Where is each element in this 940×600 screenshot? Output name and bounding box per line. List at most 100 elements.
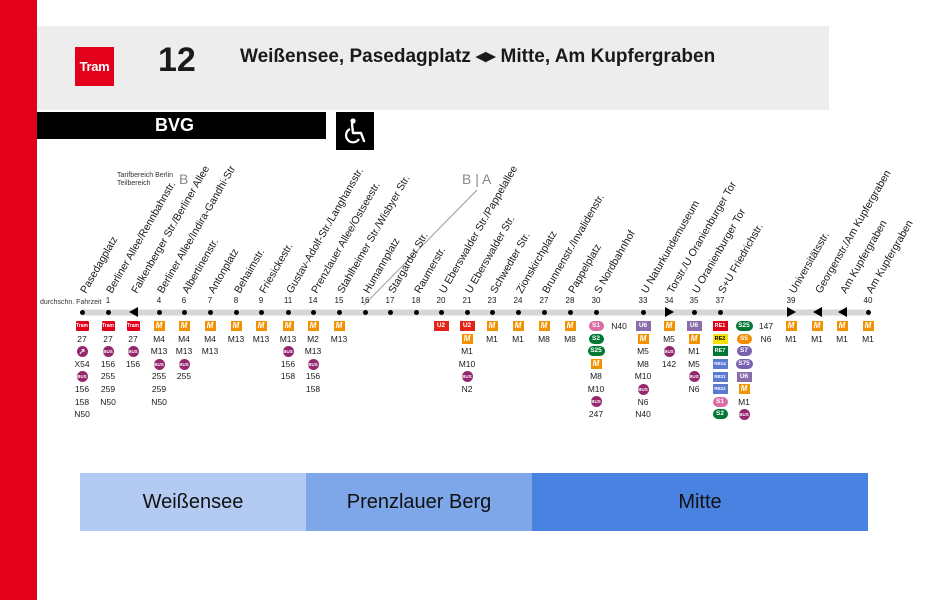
travel-time-label: durchschn. Fahrzeit [40, 299, 102, 306]
connection-badge-icon: M [255, 320, 267, 333]
connection-line: M8 [564, 333, 576, 344]
stop-travel-time: 1 [105, 296, 111, 305]
connection-badge-icon: M [333, 320, 345, 333]
stop-travel-time: 30 [591, 296, 601, 305]
connection-line: N50 [100, 396, 116, 407]
line-badge-u6: U6 [635, 321, 651, 332]
connection-badge-icon: M [637, 333, 649, 346]
stop-dot [387, 310, 393, 315]
connection-line: M13 [330, 333, 348, 344]
brand-stripe [0, 0, 37, 600]
stop-connections: M M13 [247, 320, 275, 345]
stop-travel-time: 33 [638, 296, 648, 305]
line-badge-m: M [333, 321, 345, 332]
connection-badge-icon: BUS [282, 345, 294, 358]
connection-line: M4 [178, 333, 190, 344]
line-badge-m: M [512, 321, 524, 332]
connection-badge-icon: M [590, 358, 602, 371]
connection-badge-icon: BUS [102, 345, 114, 358]
connection-line: M4 [153, 333, 165, 344]
stop-travel-time: 40 [863, 296, 873, 305]
stop-travel-time: 27 [539, 296, 549, 305]
connection-badge-icon: M [811, 320, 823, 333]
connection-line: M13 [175, 346, 193, 357]
line-badge-bus: BUS [178, 358, 190, 370]
connection-badge-icon: U2 [459, 320, 475, 333]
connection-line: 156 [100, 358, 116, 369]
line-badge-m: M [811, 321, 823, 332]
connection-line: M8 [590, 371, 602, 382]
connection-line: 259 [151, 383, 167, 394]
connection-line: M13 [279, 333, 297, 344]
stop-connections: M M13 [325, 320, 353, 345]
stop-connections: M M8 [530, 320, 558, 345]
stop-dot [541, 310, 547, 315]
stop-connections: M M4 M13 [196, 320, 224, 358]
tarif-label: Tarifbereich Berlin Teilbereich [117, 172, 174, 187]
connection-line: M5 [663, 333, 675, 344]
stop-travel-time: 16 [360, 296, 370, 305]
stop-connections: 147 N6 [752, 320, 780, 345]
connection-badge-icon: M [836, 320, 848, 333]
connection-line: N40 [635, 409, 651, 420]
connection-badge-icon: Tram [75, 320, 89, 333]
line-badge-bus: BUS [637, 383, 649, 395]
connection-badge-icon: RE1 [712, 320, 728, 333]
connection-line: 156 [74, 383, 90, 394]
line-badge-s7: S7 [736, 346, 752, 357]
connection-line: 27 [128, 333, 138, 344]
stop-connections: M M1 [828, 320, 856, 345]
stop-name: S Nordbahnhof [592, 228, 638, 296]
connection-badge-icon: U2 [433, 320, 449, 333]
stop-connections: M M2 M13 BUS 156 158 [299, 320, 327, 396]
direction-left-icon [812, 307, 822, 317]
connection-badge-icon: BUS [76, 370, 88, 383]
connection-line: 255 [100, 371, 116, 382]
connection-badge-icon: BUS [637, 383, 649, 396]
connection-line: 158 [74, 396, 90, 407]
connection-badge-icon: S25 [735, 320, 753, 333]
line-badge-m: M [255, 321, 267, 332]
connection-badge-icon: M [486, 320, 498, 333]
connection-line: M13 [227, 333, 245, 344]
stop-dot [181, 310, 187, 315]
stop-dot [156, 310, 162, 315]
connection-line: 156 [125, 358, 141, 369]
connection-line: N50 [74, 409, 90, 420]
connection-badge-icon: S2 [588, 333, 604, 346]
line-badge-m: M [282, 321, 294, 332]
connection-line: 247 [588, 409, 604, 420]
connection-line: M1 [811, 333, 823, 344]
connection-line: M1 [836, 333, 848, 344]
line-badge-u2: U2 [433, 321, 449, 332]
connection-line: X54 [74, 358, 90, 369]
stop-connections: S1 S2 S25 M M8 M10 BUS 247 [582, 320, 610, 421]
stop-travel-time: 28 [565, 296, 575, 305]
line-badge-s25: S25 [735, 321, 753, 332]
connection-line: M4 [204, 333, 216, 344]
route-title: Weißensee, Pasedagplatz ◂▸ Mitte, Am Kup… [240, 46, 716, 67]
connection-badge-icon: U6 [686, 320, 702, 333]
stop-connections: S25 S5 S7 S75 U6 M M1 BUS [730, 320, 758, 421]
line-badge-u6: U6 [686, 321, 702, 332]
stop-dot [207, 310, 213, 315]
connection-badge-icon: M [153, 320, 165, 333]
connection-line: 27 [103, 333, 113, 344]
line-badge-rb22: RB22 [712, 384, 728, 395]
connection-badge-icon: Tram [126, 320, 140, 333]
line-badge-m: M [590, 359, 602, 370]
connection-badge-icon: BUS [738, 408, 750, 421]
connection-badge-icon: Tram [101, 320, 115, 333]
connection-badge-icon: M [204, 320, 216, 333]
line-badge-bus: BUS [153, 358, 165, 370]
connection-badge-icon: M [663, 320, 675, 333]
line-badge-m: M [486, 321, 498, 332]
direction-left-icon [837, 307, 847, 317]
wheelchair-icon [336, 112, 374, 150]
connection-line: N6 [637, 396, 649, 407]
stop-connections: M M5 BUS 142 [655, 320, 683, 370]
connection-line: M1 [512, 333, 524, 344]
direction-left-icon [128, 307, 138, 317]
line-badge-s1: S1 [712, 396, 728, 407]
stop-travel-time: 21 [462, 296, 472, 305]
